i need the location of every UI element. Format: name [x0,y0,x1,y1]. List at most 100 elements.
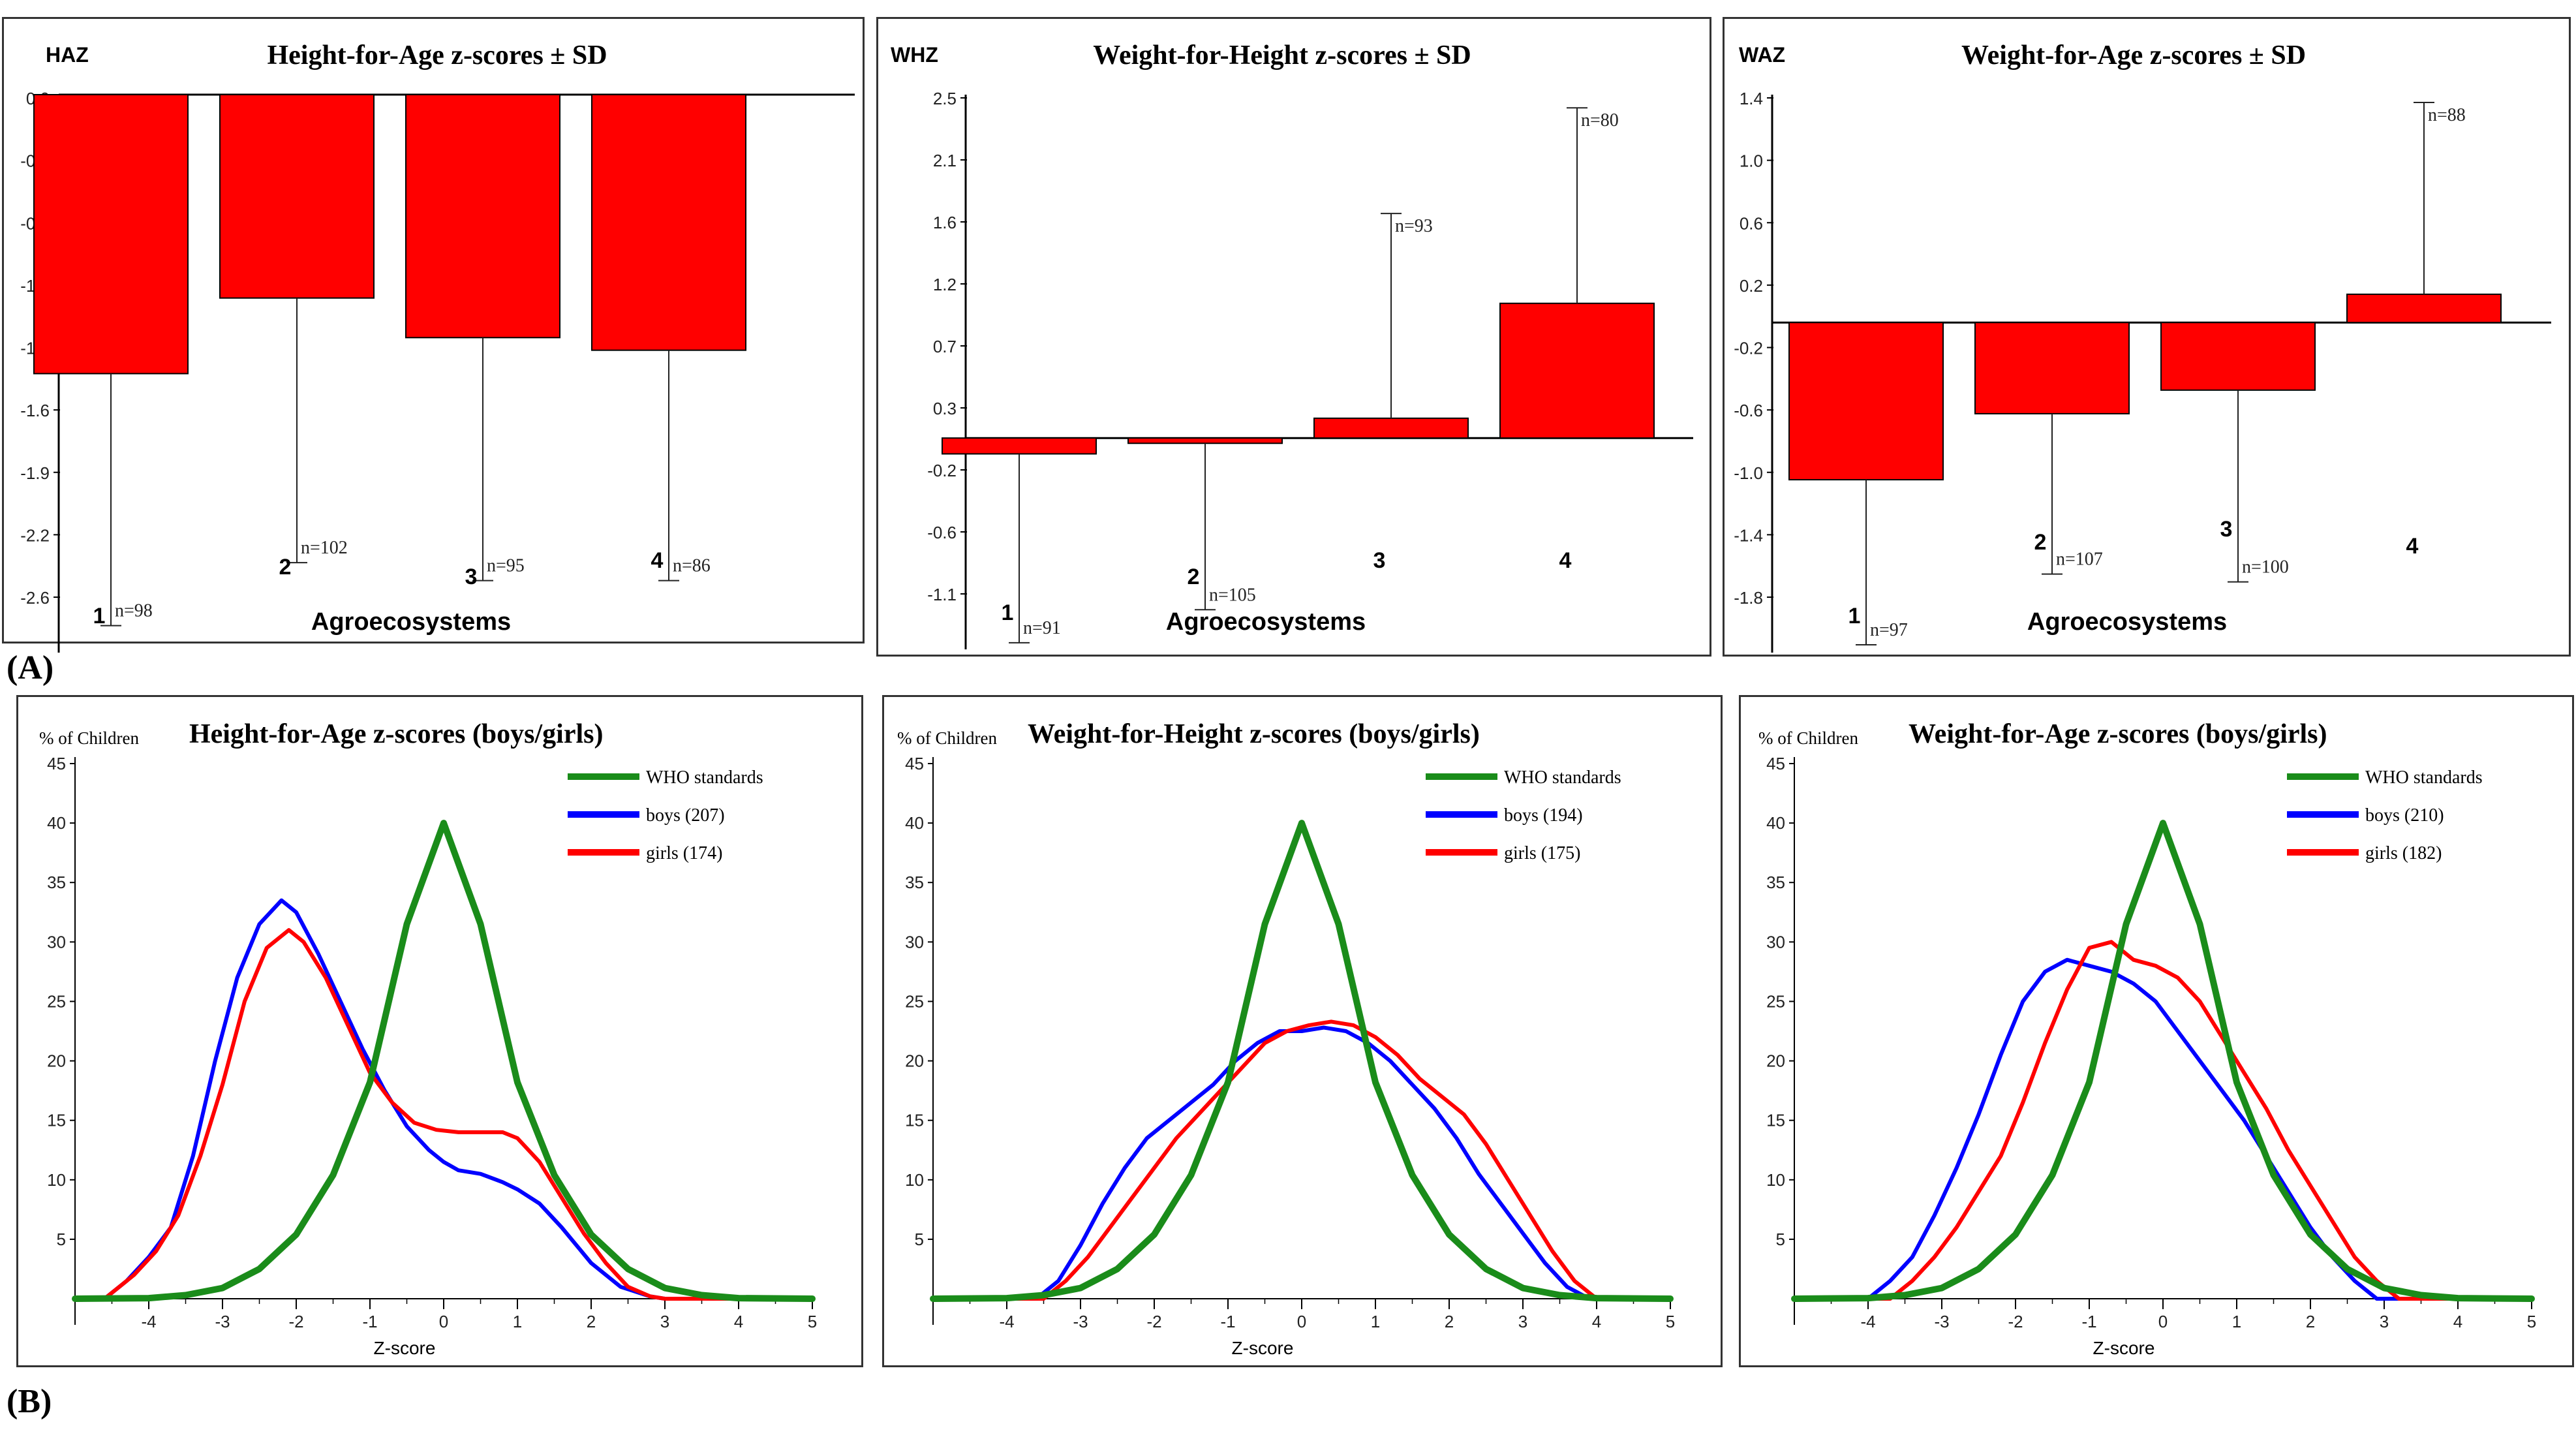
waz-dist-x-tick-label: 3 [2380,1312,2389,1331]
waz-dist-series-girls-line [1792,940,2534,1301]
waz-dist-line-chart: % of Children Weight-for-Age z-scores (bo… [1758,719,2536,1358]
whz-dist-x-tick-label: 1 [1371,1312,1380,1331]
whz-dist-y-tick-label: 20 [905,1051,924,1071]
haz-dist-y-tick-label: 45 [47,754,66,773]
whz-dist-y-tick-label: 15 [905,1111,924,1130]
whz-y-tick-label: -1.1 [927,585,957,604]
whz-dist-title: Weight-for-Height z-scores (boys/girls) [1028,719,1480,749]
whz-dist-legend-label: girls (175) [1504,843,1580,863]
whz-category-label: 4 [1559,548,1572,573]
waz-title: Weight-for-Age z-scores ± SD [1961,40,2306,70]
haz-n-label: n=95 [487,556,525,576]
waz-dist-y-tick-label: 25 [1766,991,1785,1011]
haz-y-tick-label: -2.2 [20,525,50,545]
whz-dist-y-tick-label: 45 [905,754,924,773]
haz-y-tick-label: -1.9 [20,463,50,483]
whz-category-label: 2 [1188,565,1200,589]
whz-dist-series-who-line [930,820,1674,1302]
waz-y-tick-label: 0.6 [1740,213,1763,233]
waz-dist-x-axis-label: Z-score [2093,1338,2155,1358]
haz-dist-series-boys-line [73,898,814,1301]
waz-y-tick-label: -0.2 [1734,339,1763,358]
haz-dist-x-axis-label: Z-score [374,1338,436,1358]
waz-dist-x-tick-label: -2 [2008,1312,2023,1331]
haz-dist-y-tick-label: 40 [47,813,66,833]
haz-category-label: 2 [279,555,292,580]
waz-dist-y-tick-label: 15 [1766,1111,1785,1130]
whz-y-tick-label: -0.2 [927,461,957,480]
haz-n-label: n=86 [673,556,711,576]
waz-dist-x-tick-label: -4 [1860,1312,1875,1331]
haz-dist-y-tick-label: 10 [47,1170,66,1190]
whz-dist-y-tick-label: 35 [905,873,924,892]
waz-category-label: 3 [2220,517,2233,542]
whz-dist-y-tick-label: 25 [905,991,924,1011]
haz-y-tick-label: -2.6 [20,588,50,608]
whz-title: Weight-for-Height z-scores ± SD [1093,40,1471,70]
waz-y-tick-label: -0.6 [1734,401,1763,420]
waz-dist-legend-label: girls (182) [2365,843,2442,863]
whz-n-label: n=91 [1023,618,1061,638]
whz-y-tick-label: 0.3 [933,399,957,418]
haz-dist-series-girls-line [73,928,814,1301]
haz-dist-y-tick-label: 5 [57,1230,66,1249]
whz-corner-label: WHZ [891,43,938,67]
waz-n-label: n=97 [1870,620,1908,640]
panel-label-a: (A) [7,649,54,687]
whz-y-tick-label: 1.6 [933,213,957,232]
whz-dist-x-tick-label: -1 [1220,1312,1235,1331]
haz-dist-x-tick-label: 2 [587,1312,596,1331]
whz-dist-y-tick-label: 10 [905,1170,924,1190]
waz-y-tick-label: 1.4 [1740,89,1763,108]
haz-dist-y-tick-label: 35 [47,873,66,892]
haz-x-axis-label: Agroecosystems [311,608,511,636]
waz-dist-x-tick-label: 5 [2527,1312,2536,1331]
whz-y-tick-label: 1.2 [933,275,957,294]
haz-dist-y-axis-label: % of Children [39,728,139,748]
haz-dist-x-tick-label: -4 [141,1312,156,1331]
haz-category-label: 1 [93,604,106,628]
haz-n-label: n=102 [301,538,348,558]
whz-dist-x-tick-label: 4 [1592,1312,1601,1331]
haz-title: Height-for-Age z-scores ± SD [267,40,607,70]
haz-y-tick-label: -1.6 [20,401,50,420]
whz-dist-legend-label: WHO standards [1504,767,1621,788]
haz-dist-series-who-line [72,820,816,1302]
whz-dist-line-chart: % of Children Weight-for-Height z-scores … [897,719,1675,1358]
haz-bar-3 [405,94,560,339]
whz-n-label: n=80 [1581,110,1619,131]
haz-dist-x-tick-label: 1 [513,1312,522,1331]
waz-bar-3 [2160,322,2316,391]
waz-dist-y-tick-label: 35 [1766,873,1785,892]
whz-dist-legend-label: boys (194) [1504,805,1583,826]
haz-dist-legend-label: girls (174) [646,843,722,863]
haz-dist-legend-label: WHO standards [646,767,763,788]
whz-dist-x-tick-label: -3 [1073,1312,1088,1331]
waz-dist-x-tick-label: -1 [2081,1312,2096,1331]
whz-dist-x-tick-label: 5 [1666,1312,1675,1331]
haz-dist-title: Height-for-Age z-scores (boys/girls) [189,719,604,749]
haz-dist-x-tick-label: -1 [362,1312,377,1331]
waz-n-label: n=100 [2242,557,2289,578]
waz-bar-1 [1788,322,1944,481]
whz-dist-x-tick-label: 0 [1297,1312,1306,1331]
whz-dist-x-axis-label: Z-score [1232,1338,1294,1358]
whz-dist-series-boys-line [931,1025,1672,1301]
haz-corner-label: HAZ [46,43,89,67]
waz-y-tick-label: 0.2 [1740,276,1763,296]
whz-category-label: 3 [1373,548,1386,573]
whz-dist-x-tick-label: 2 [1445,1312,1454,1331]
whz-bar-4 [1499,302,1655,439]
whz-y-tick-label: -0.6 [927,523,957,542]
waz-dist-y-tick-label: 30 [1766,932,1785,952]
haz-dist-line-chart: % of Children Height-for-Age z-scores (bo… [39,719,817,1358]
waz-dist-series-who-line [1791,820,2535,1302]
waz-dist-y-tick-label: 40 [1766,813,1785,833]
haz-dist-x-tick-label: 5 [808,1312,817,1331]
haz-dist-legend-label: boys (207) [646,805,725,826]
panel-label-b: (B) [7,1383,52,1420]
haz-dist-x-tick-label: 4 [734,1312,743,1331]
waz-dist-legend-label: WHO standards [2365,767,2483,788]
whz-dist-x-tick-label: 3 [1518,1312,1527,1331]
